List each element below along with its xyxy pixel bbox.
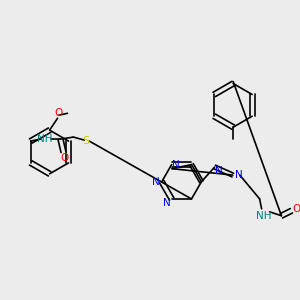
- Text: N: N: [215, 166, 223, 176]
- Text: NH: NH: [37, 134, 52, 144]
- Text: O: O: [60, 153, 69, 163]
- Text: N: N: [152, 177, 160, 187]
- Text: N: N: [235, 170, 243, 180]
- Text: S: S: [83, 136, 90, 146]
- Text: N: N: [172, 160, 180, 170]
- Text: O: O: [292, 204, 300, 214]
- Text: O: O: [54, 108, 63, 118]
- Text: N: N: [163, 198, 171, 208]
- Text: NH: NH: [256, 211, 271, 221]
